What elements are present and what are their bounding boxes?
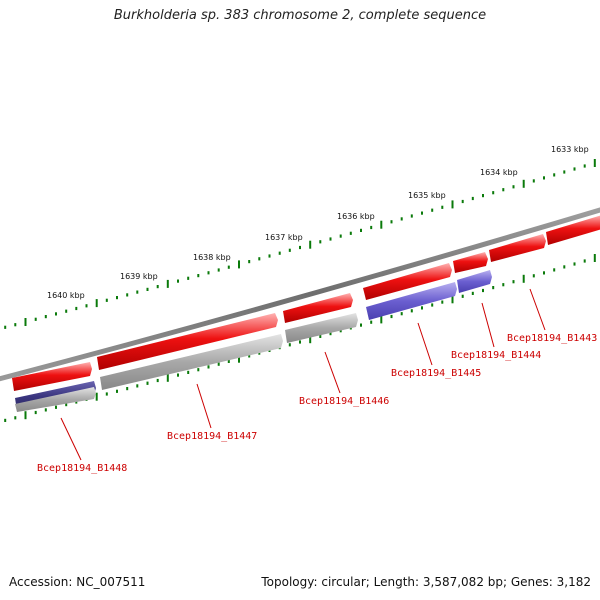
gene-label-B1444[interactable]: Bcep18194_B1444 xyxy=(451,350,541,361)
gene-feature-B1446[interactable] xyxy=(285,313,358,343)
ruler-label-1636: 1636 kbp xyxy=(337,212,375,221)
chromosome-backbone xyxy=(0,207,600,382)
gene-label-B1448[interactable]: Bcep18194_B1448 xyxy=(37,463,127,474)
gene-feature-B1444[interactable] xyxy=(457,270,492,293)
gene-feature-B1445[interactable] xyxy=(366,282,457,320)
gene-feature-fwd-5[interactable] xyxy=(453,252,488,273)
leader-line-B1448 xyxy=(60,417,82,461)
accession-text: Accession: NC_007511 xyxy=(9,575,146,589)
ruler-label-1635: 1635 kbp xyxy=(408,191,446,200)
forward-strand-genes xyxy=(12,215,600,391)
map-title: Burkholderia sp. 383 chromosome 2, compl… xyxy=(113,8,487,23)
ruler-label-1639: 1639 kbp xyxy=(120,272,158,281)
leader-line-B1445 xyxy=(417,322,433,366)
gene-feature-fwd-6[interactable] xyxy=(489,234,546,262)
gene-feature-fwd-7[interactable] xyxy=(546,215,600,245)
ruler-label-1633: 1633 kbp xyxy=(551,145,589,154)
gene-label-B1443[interactable]: Bcep18194_B1443 xyxy=(507,333,597,344)
ruler-label-1640: 1640 kbp xyxy=(47,291,85,300)
ruler-label-1637: 1637 kbp xyxy=(265,233,303,242)
leader-line-B1447 xyxy=(196,383,212,429)
leader-line-B1444 xyxy=(481,302,495,348)
reverse-strand-genes xyxy=(15,270,492,412)
gene-feature-fwd-1[interactable] xyxy=(12,362,92,391)
gene-feature-fwd-2[interactable] xyxy=(97,313,278,370)
gene-label-B1446[interactable]: Bcep18194_B1446 xyxy=(299,396,389,407)
leader-line-B1443 xyxy=(529,288,546,331)
gene-feature-fwd-4[interactable] xyxy=(363,263,452,300)
gene-feature-fwd-3[interactable] xyxy=(283,293,353,323)
topology-stats-text: Topology: circular; Length: 3,587,082 bp… xyxy=(261,575,591,589)
gene-label-B1445[interactable]: Bcep18194_B1445 xyxy=(391,368,481,379)
gene-feature-B1447[interactable] xyxy=(100,334,283,390)
ruler-outer-ticks xyxy=(4,159,596,329)
gene-feature-B1448-grey[interactable] xyxy=(15,387,96,412)
gene-label-B1447[interactable]: Bcep18194_B1447 xyxy=(167,431,257,442)
gene-labels: Bcep18194_B1448 Bcep18194_B1447 Bcep1819… xyxy=(37,288,597,474)
ruler-label-1634: 1634 kbp xyxy=(480,168,518,177)
ruler-label-1638: 1638 kbp xyxy=(193,253,231,262)
leader-line-B1446 xyxy=(324,351,341,394)
ruler-labels: 1640 kbp 1639 kbp 1638 kbp 1637 kbp 1636… xyxy=(47,145,589,300)
